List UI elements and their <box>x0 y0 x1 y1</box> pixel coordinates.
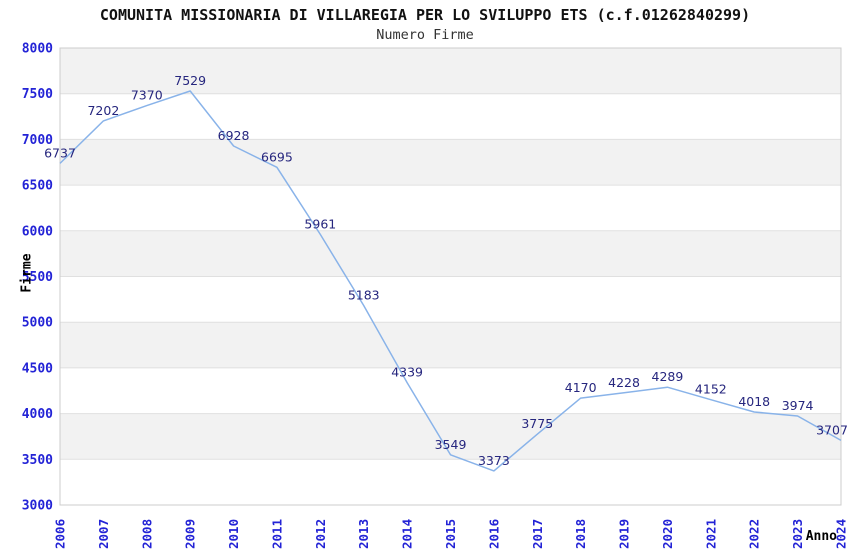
point-label: 4018 <box>738 394 770 409</box>
point-label: 5961 <box>304 216 336 231</box>
x-tick-label: 2019 <box>617 519 632 549</box>
point-label: 6695 <box>261 149 293 164</box>
plot-band <box>60 48 841 94</box>
point-label: 6737 <box>44 145 76 160</box>
y-tick-label: 6000 <box>22 224 53 239</box>
point-label: 4289 <box>652 369 684 384</box>
plot-band <box>60 230 841 277</box>
x-tick-label: 2009 <box>183 519 198 549</box>
x-tick-label: 2024 <box>834 519 849 549</box>
plot-border <box>59 47 842 506</box>
point-label: 6928 <box>218 128 250 143</box>
plot-band <box>60 322 841 368</box>
y-tick-label: 5500 <box>22 270 53 285</box>
point-label: 3549 <box>435 437 467 452</box>
chart-title: COMUNITA MISSIONARIA DI VILLAREGIA PER L… <box>99 6 751 24</box>
x-tick-label: 2021 <box>703 519 718 549</box>
y-tick-label: 5000 <box>22 316 53 331</box>
point-label: 7529 <box>174 73 206 88</box>
x-tick-label: 2016 <box>486 519 501 549</box>
point-label: 7370 <box>131 88 163 103</box>
x-tick-label: 2008 <box>139 519 154 549</box>
y-axis-title: Firme <box>19 253 35 293</box>
y-tick-label: 4000 <box>22 407 53 422</box>
point-label: 4170 <box>565 380 597 395</box>
x-tick-label: 2007 <box>96 519 111 549</box>
plot-band <box>60 413 841 460</box>
x-tick-label: 2022 <box>747 519 762 549</box>
chart-subtitle: Numero Firme <box>376 27 474 43</box>
y-tick-label: 3500 <box>22 453 53 468</box>
x-tick-label: 2012 <box>313 519 328 549</box>
point-label: 3707 <box>816 422 848 437</box>
y-tick-label: 4500 <box>22 361 53 376</box>
x-axis-title: Anno <box>805 529 837 544</box>
y-tick-label: 3000 <box>22 499 53 514</box>
point-label: 5183 <box>348 287 380 302</box>
point-label: 4339 <box>391 365 423 380</box>
x-tick-label: 2010 <box>226 519 241 549</box>
x-tick-label: 2011 <box>269 519 284 549</box>
x-tick-label: 2018 <box>573 519 588 549</box>
x-tick-label: 2014 <box>400 519 415 549</box>
point-label: 3974 <box>782 398 814 413</box>
y-tick-label: 7000 <box>22 133 53 148</box>
y-tick-label: 7500 <box>22 87 53 102</box>
point-label: 4152 <box>695 382 727 397</box>
x-tick-label: 2006 <box>53 519 68 549</box>
y-tick-label: 6500 <box>22 179 53 194</box>
x-tick-label: 2013 <box>356 519 371 549</box>
y-tick-label: 8000 <box>22 42 53 57</box>
point-label: 4228 <box>608 375 640 390</box>
plot-band <box>60 139 841 186</box>
point-label: 7202 <box>87 103 119 118</box>
data-line <box>59 90 842 472</box>
point-label: 3373 <box>478 453 510 468</box>
x-tick-label: 2017 <box>530 519 545 549</box>
x-tick-label: 2015 <box>443 519 458 549</box>
x-tick-label: 2020 <box>660 519 675 549</box>
x-tick-label: 2023 <box>790 519 805 549</box>
point-label: 3775 <box>521 416 553 431</box>
